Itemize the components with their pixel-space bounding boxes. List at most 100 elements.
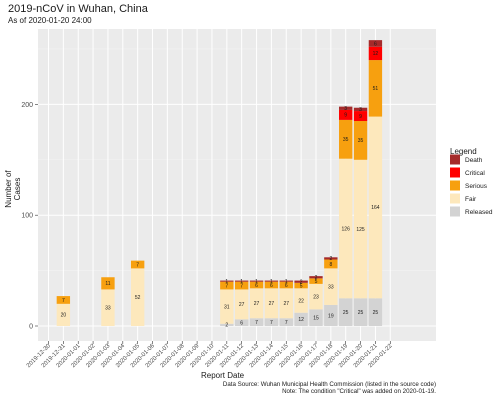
bar-value-label: 7: [240, 283, 243, 289]
bar-segment-released: [309, 309, 323, 326]
bar-segment-fair: [339, 158, 353, 299]
chart-subtitle: As of 2020-01-20 24:00: [8, 16, 92, 25]
bar-segment-serious: [264, 281, 279, 289]
bar-segment-serious: [353, 121, 368, 160]
bar-value-label: 5: [300, 283, 303, 289]
bar-value-label: 7: [225, 283, 228, 289]
bar-segment-serious: [234, 281, 249, 290]
bar-segment-released: [339, 298, 353, 326]
y-tick-label: 200: [21, 102, 33, 109]
bar-segment-released: [353, 298, 368, 326]
bar-segment-serious: [279, 281, 293, 289]
bar-value-label: 27: [283, 301, 289, 307]
bar-segment-serious: [294, 282, 308, 289]
bar-segment-death: [279, 280, 293, 282]
bar-segment-released: [264, 318, 279, 326]
bar-segment-serious: [101, 277, 115, 290]
caption-source: Data Source: Wuhan Municipal Health Comm…: [222, 381, 436, 388]
bar-segment-fair: [234, 289, 249, 320]
x-axis: 2019-12-302019-12-312020-01-012020-01-02…: [26, 341, 394, 369]
bar-value-label: 27: [239, 302, 245, 308]
bar-value-label: 1: [255, 279, 258, 285]
bar-value-label: 25: [358, 310, 364, 316]
bar-segment-fair: [279, 288, 293, 319]
bar-segment-serious: [130, 260, 145, 269]
bar-segment-released: [324, 304, 338, 326]
bar-value-label: 33: [328, 284, 334, 290]
bar-value-label: 164: [371, 205, 380, 211]
legend-key-released: [450, 206, 460, 217]
caption-note: Note: The condition "Critical" was added…: [282, 388, 436, 395]
bar-value-label: 1: [240, 279, 243, 285]
chart-title: 2019-nCoV in Wuhan, China: [8, 3, 148, 15]
bar-segment-released: [249, 318, 264, 326]
bar-value-label: 7: [285, 320, 288, 326]
bar-segment-critical: [339, 109, 353, 120]
bar-value-label: 9: [359, 114, 362, 120]
bar-segment-death: [220, 280, 234, 282]
bar-segment-death: [324, 257, 338, 260]
bar-value-label: 22: [298, 298, 304, 304]
bar-segment-serious: [56, 296, 71, 304]
bar-value-label: 35: [358, 138, 364, 144]
bar-segment-released: [368, 298, 383, 326]
y-tick-label: 100: [21, 213, 33, 220]
y-tick-label: 0: [29, 324, 33, 331]
bar-segment-serious: [339, 119, 353, 159]
legend-label: Death: [465, 157, 483, 164]
bar-value-label: 2: [315, 275, 318, 281]
bar-segment-released: [234, 319, 249, 326]
bar-segment-serious: [249, 281, 264, 289]
bar-value-label: 8: [329, 262, 332, 268]
bar-segment-critical: [353, 111, 368, 122]
y-axis: 0 100 200: [21, 102, 38, 331]
bar-value-label: 12: [373, 51, 379, 57]
bar-value-label: 27: [269, 301, 275, 307]
bar-value-label: 3: [344, 106, 347, 112]
bar-value-label: 12: [298, 317, 304, 323]
bar-segment-fair: [368, 116, 383, 299]
legend-label: Critical: [465, 170, 485, 177]
bar-segment-death: [234, 280, 249, 282]
bar-value-label: 31: [224, 304, 230, 310]
bar-segment-fair: [294, 288, 308, 313]
bar-value-label: 3: [359, 107, 362, 113]
bar-segment-death: [339, 106, 353, 110]
bar-segment-death: [294, 280, 308, 283]
bar-segment-fair: [56, 303, 71, 326]
legend: Death Critical Serious Fair Released: [450, 154, 493, 217]
bar-segment-death: [264, 280, 279, 282]
bar-value-label: 15: [313, 315, 319, 321]
bar-value-label: 2: [300, 279, 303, 285]
bar-segment-death: [368, 40, 383, 47]
legend-label: Serious: [465, 183, 488, 190]
bar-segment-serious: [309, 278, 323, 284]
bar-value-label: 27: [254, 301, 260, 307]
bar-value-label: 20: [61, 313, 67, 319]
bar-value-label: 1: [270, 279, 273, 285]
bar-value-label: 7: [255, 320, 258, 326]
bar-segment-fair: [324, 268, 338, 305]
legend-key-fair: [450, 193, 460, 204]
bar-segment-critical: [368, 46, 383, 61]
bar-segment-death: [309, 276, 323, 279]
bar-segment-death: [353, 107, 368, 112]
bar-value-label: 23: [313, 294, 319, 300]
bar-value-label: 5: [315, 279, 318, 285]
bar-value-label: 35: [343, 137, 349, 143]
bar-value-label: 51: [373, 86, 379, 92]
bar-value-label: 11: [105, 281, 110, 287]
bar-segment-death: [249, 280, 264, 282]
bar-value-label: 6: [270, 283, 273, 289]
x-axis-title: Report Date: [201, 371, 245, 380]
bar-value-label: 2: [225, 323, 228, 329]
bar-value-label: 52: [135, 295, 141, 301]
bar-segment-fair: [101, 289, 115, 326]
bar-segment-serious: [220, 281, 234, 290]
legend-label: Released: [465, 209, 493, 216]
bar-segment-released: [220, 323, 234, 326]
bar-segment-fair: [249, 288, 264, 319]
bar-labels: 2073311527231716277172761727617276112225…: [61, 41, 380, 328]
legend-key-death: [450, 154, 460, 165]
